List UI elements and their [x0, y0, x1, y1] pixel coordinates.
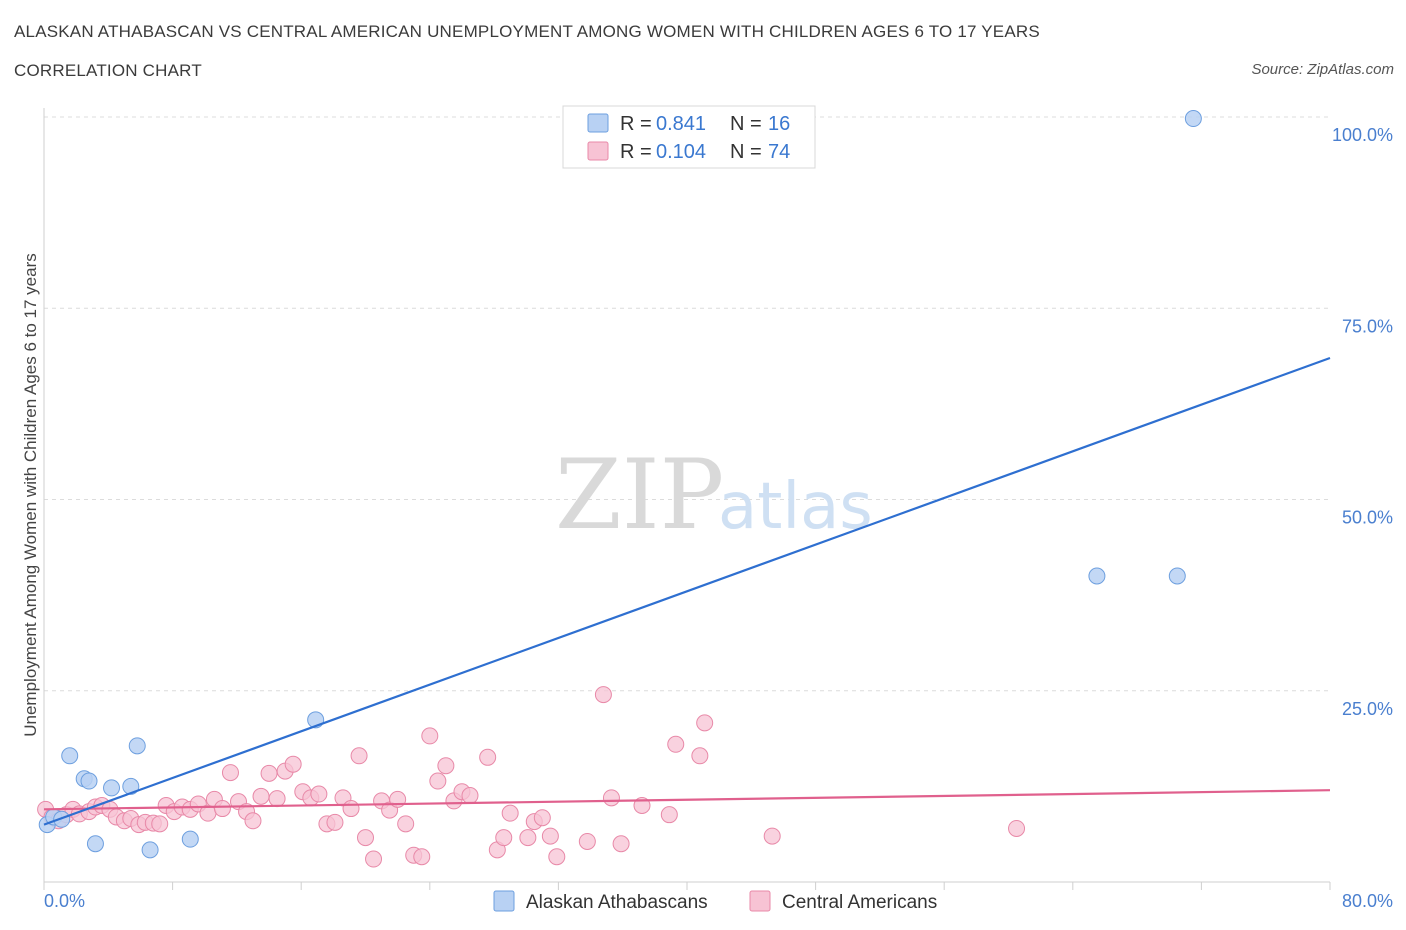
watermark: ZIP atlas [555, 439, 873, 551]
central-americans-point [260, 764, 278, 782]
legend-n-label: N = [730, 113, 762, 135]
central-americans-point [357, 829, 374, 847]
central-americans-point [221, 764, 239, 782]
central-americans-trendline [43, 789, 1331, 811]
central-americans-point [548, 848, 566, 866]
watermark-zip: ZIP [555, 439, 724, 551]
y-axis-label: Unemployment Among Women with Children A… [21, 253, 40, 737]
central-americans-point [365, 850, 383, 868]
alaskan-athabascans-point [122, 777, 140, 795]
source-credit: Source: ZipAtlas.com [1251, 61, 1394, 78]
legend-n-value: 74 [768, 141, 790, 163]
series-legend-swatch-central-americans [749, 890, 771, 912]
central-americans-point [284, 755, 302, 773]
alaskan-athabascans-point [181, 830, 199, 848]
legend-r-label: R = [620, 113, 652, 135]
central-americans-point [479, 748, 497, 766]
central-americans-point [326, 813, 344, 831]
central-americans-point [421, 727, 439, 745]
central-americans-point [763, 827, 781, 845]
y-tick-label: 50.0% [1342, 508, 1393, 528]
central-americans-point [429, 772, 447, 790]
legend-swatch-central-americans [587, 141, 609, 161]
series-legend-label-central-americans: Central Americans [782, 892, 937, 913]
alaskan-athabascans-point [141, 841, 159, 859]
central-americans-point [594, 686, 612, 704]
y-tick-labels: 25.0% 50.0% 75.0% 100.0% [1332, 125, 1393, 719]
central-americans-point [244, 812, 262, 830]
central-americans-point [268, 790, 286, 808]
y-tick-label: 75.0% [1342, 316, 1393, 336]
legend-r-value: 0.104 [656, 141, 706, 163]
central-americans-point [578, 832, 596, 850]
legend-r-label: R = [620, 141, 652, 163]
central-americans-point [495, 829, 513, 847]
central-americans-point [602, 789, 620, 807]
central-americans-point [501, 804, 519, 822]
central-americans-point [541, 827, 559, 845]
central-americans-point [1008, 819, 1026, 837]
series-legend-swatch-athabascans [493, 890, 515, 912]
y-tick-label: 25.0% [1342, 699, 1393, 719]
central-americans-point [667, 735, 685, 753]
alaskan-athabascans-point [86, 835, 104, 853]
series-legend-label-athabascans: Alaskan Athabascans [526, 892, 708, 913]
central-americans-point [342, 800, 360, 818]
alaskan-athabascans-point [103, 779, 121, 797]
central-americans-point [252, 787, 270, 805]
series-legend: Alaskan Athabascans Central Americans [493, 890, 937, 913]
legend-n-label: N = [730, 141, 762, 163]
legend-n-value: 16 [768, 113, 790, 135]
central-americans-point [461, 787, 479, 805]
central-americans-point [413, 848, 431, 866]
central-americans-point [691, 747, 709, 765]
alaskan-athabascans-point [61, 747, 79, 765]
central-americans-point [660, 806, 678, 824]
alaskan-athabascans-point [128, 737, 146, 755]
chart-subtitle: CORRELATION CHART [14, 61, 202, 80]
chart-title: ALASKAN ATHABASCAN VS CENTRAL AMERICAN U… [14, 22, 1040, 41]
alaskan-athabascans-point [1088, 567, 1106, 585]
central-americans-point [533, 809, 551, 827]
grid-lines [44, 116, 1330, 692]
central-americans-point [350, 747, 368, 765]
legend-r-value: 0.841 [656, 113, 706, 135]
central-americans-point [437, 757, 455, 775]
legend-swatch-athabascans [587, 113, 609, 133]
alaskan-athabascans-point [80, 772, 98, 790]
x-tick-label-max: 80.0% [1342, 891, 1393, 911]
alaskan-athabascans-points [38, 110, 1202, 859]
watermark-atlas: atlas [718, 470, 873, 544]
x-tick-label-min: 0.0% [44, 891, 85, 911]
x-axis-ticks [43, 882, 1331, 890]
alaskan-athabascans-point [1184, 110, 1202, 128]
central-americans-point [519, 829, 537, 847]
central-americans-point [213, 800, 231, 818]
central-americans-points [37, 686, 1026, 868]
central-americans-point [151, 815, 169, 833]
y-tick-label: 100.0% [1332, 125, 1393, 145]
central-americans-point [397, 815, 415, 833]
stats-legend: R = 0.841 N = 16 R = 0.104 N = 74 [562, 105, 816, 169]
alaskan-athabascans-point [1168, 567, 1186, 585]
alaskan-athabascans-trendline [43, 356, 1331, 826]
central-americans-point [612, 835, 630, 853]
central-americans-point [696, 714, 714, 732]
central-americans-point [310, 785, 328, 803]
